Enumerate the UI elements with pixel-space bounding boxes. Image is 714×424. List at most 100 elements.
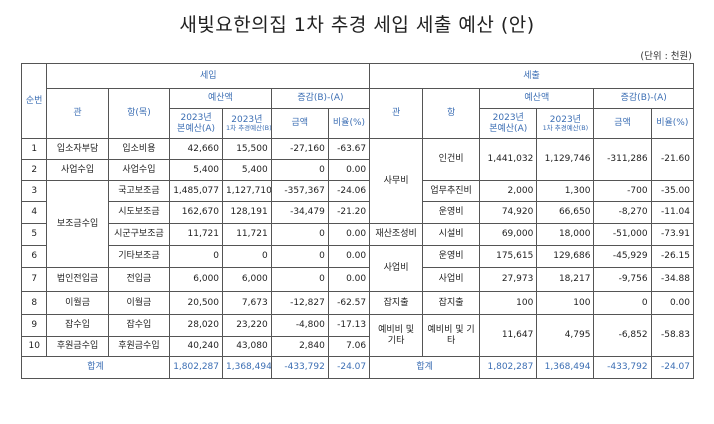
- income-change-header: 증감(B)-(A): [270, 88, 371, 109]
- table-row: 10 후원금수입 후원금수입 40,240 43,080 2,840 7.06: [20, 336, 694, 357]
- table-row: 1 입소자부담 입소비용 42,660 15,500 -27,160 -63.6…: [20, 138, 695, 224]
- income-hang-cell: 후원금수입: [107, 336, 171, 357]
- expense-hang-cell: 운영비: [422, 201, 481, 224]
- expense-ratio-cell: -26.15: [650, 245, 695, 268]
- income-gwan-cell: 이월금: [46, 291, 109, 315]
- expense-total-a: 1,802,287: [479, 356, 538, 379]
- expense-b-cell: 100: [536, 291, 595, 315]
- income-a-cell: 1,485,077: [169, 180, 224, 202]
- income-b-cell: 15,500: [222, 138, 272, 160]
- income-hang-cell: 이월금: [107, 291, 171, 315]
- income-gwan-cell: 사업수입: [46, 159, 109, 181]
- expense-ratio-cell: -11.04: [650, 201, 695, 224]
- income-total-a: 1,802,287: [169, 356, 224, 379]
- expense-diff-cell: -45,929: [593, 245, 652, 268]
- expense-hang-cell: 사업비: [422, 267, 481, 292]
- income-ratio-cell: 0.00: [327, 159, 371, 181]
- income-hang-cell: 잡수입: [107, 314, 171, 337]
- expense-ratio-cell: -34.88: [650, 267, 695, 292]
- expense-diff-cell: -6,852: [593, 314, 652, 357]
- expense-ratio-cell: 0.00: [650, 291, 695, 315]
- income-hang-cell: 시군구보조금: [107, 223, 171, 246]
- expense-a-cell: 175,615: [479, 245, 538, 268]
- expense-total-diff: -433,792: [593, 356, 652, 379]
- income-ratio-cell: -24.06: [327, 180, 371, 202]
- income-year-supp: 2023년: [231, 114, 263, 125]
- page-title: 새빛요한의집 1차 추경 세입 세출 예산 (안): [179, 14, 535, 36]
- expense-hang-cell: 업무추진비: [422, 180, 481, 202]
- income-year-main: 2023년: [180, 113, 212, 124]
- income-a-cell: 28,020: [169, 314, 224, 337]
- income-main-budget-header: 2023년 본예산(A): [169, 108, 224, 139]
- income-hang-cell: 기타보조금: [107, 245, 171, 268]
- expense-diff-cell: 0: [593, 291, 652, 315]
- expense-main-label: 본예산(A): [489, 123, 528, 134]
- expense-hang-cell: 잡지출: [422, 291, 481, 315]
- income-supp-label: 1차 추경예산(B): [226, 123, 272, 132]
- table-row: 3 보조금수입 국고보조금 1,485,077 1,127,710 -357,3…: [20, 180, 695, 268]
- expense-ratio-cell: -35.00: [650, 180, 695, 202]
- income-gwan-cell: 후원금수입: [46, 336, 109, 357]
- income-b-cell: 0: [222, 245, 272, 268]
- income-total-b: 1,368,494: [222, 356, 272, 379]
- income-total-diff: -433,792: [270, 356, 329, 379]
- income-hang-cell: 국고보조금: [107, 180, 171, 202]
- expense-b-cell: 4,795: [536, 314, 595, 357]
- expense-diff-cell: -8,270: [593, 201, 652, 224]
- expense-hang-cell: 운영비: [422, 245, 481, 268]
- expense-diff-cell: -51,000: [593, 223, 652, 246]
- expense-a-cell: 1,441,032: [479, 138, 538, 181]
- seq-cell: 6: [20, 245, 48, 268]
- expense-gwan-cell: 사업비: [369, 245, 424, 292]
- expense-total-b: 1,368,494: [536, 356, 595, 379]
- income-ratio-cell: 0.00: [327, 245, 371, 268]
- income-ratio-cell: -62.57: [327, 291, 371, 315]
- expense-ratio-header: 비율(%): [650, 108, 695, 139]
- expense-ratio-cell: -58.83: [650, 314, 695, 357]
- expense-a-cell: 100: [479, 291, 538, 315]
- seq-cell: 7: [20, 267, 48, 292]
- seq-cell: 8: [20, 291, 48, 315]
- budget-table: 순번 세입 세출 관 항(목) 예산액 증감(B)-(A) 관 항 예산액 증감…: [20, 63, 695, 379]
- expense-b-cell: 18,217: [536, 267, 595, 292]
- income-b-cell: 43,080: [222, 336, 272, 357]
- income-a-cell: 0: [169, 245, 224, 268]
- income-b-cell: 7,673: [222, 291, 272, 315]
- expense-gwan-cell: 잡지출: [369, 291, 424, 315]
- table-row: 7 법인전입금 전입금 6,000 6,000 0 0.00 사업비 27,97…: [20, 267, 695, 292]
- seq-cell: 3: [20, 180, 48, 202]
- unit-label: (단위 : 천원): [640, 51, 692, 62]
- expense-gwan-header: 관: [369, 88, 424, 139]
- income-diff-cell: -27,160: [270, 138, 329, 160]
- expense-a-cell: 74,920: [479, 201, 538, 224]
- income-total-label: 합계: [20, 356, 171, 379]
- expense-diff-cell: -311,286: [593, 138, 652, 181]
- expense-budget-header: 예산액: [479, 88, 595, 109]
- income-a-cell: 42,660: [169, 138, 224, 160]
- expense-diff-cell: -700: [593, 180, 652, 202]
- income-diff-cell: 0: [270, 245, 329, 268]
- table-row: 2 사업수입 사업수입 5,400 5,400 0 0.00: [20, 159, 694, 181]
- income-b-cell: 1,127,710: [222, 180, 272, 202]
- seq-cell: 2: [20, 159, 48, 181]
- expense-a-cell: 2,000: [479, 180, 538, 202]
- income-a-cell: 5,400: [169, 159, 224, 181]
- expense-total-label: 합계: [369, 356, 481, 379]
- income-diff-cell: -12,827: [270, 291, 329, 315]
- income-diff-cell: -34,479: [270, 201, 329, 224]
- income-gwan-cell: 법인전입금: [46, 267, 109, 292]
- table-row: 9 잡수입 잡수입 28,020 23,220 -4,800 -17.13 예비…: [20, 314, 695, 357]
- expense-hang-cell: 인건비: [422, 138, 481, 181]
- income-hang-cell: 사업수입: [107, 159, 171, 181]
- expense-b-cell: 18,000: [536, 223, 595, 246]
- income-ratio-cell: 0.00: [327, 223, 371, 246]
- income-diff-cell: -4,800: [270, 314, 329, 337]
- income-diff-cell: 0: [270, 223, 329, 246]
- expense-diff-cell: -9,756: [593, 267, 652, 292]
- income-diff-cell: -357,367: [270, 180, 329, 202]
- expense-b-cell: 129,686: [536, 245, 595, 268]
- income-b-cell: 11,721: [222, 223, 272, 246]
- income-ratio-cell: -21.20: [327, 201, 371, 224]
- income-diff-cell: 0: [270, 159, 329, 181]
- income-b-cell: 6,000: [222, 267, 272, 292]
